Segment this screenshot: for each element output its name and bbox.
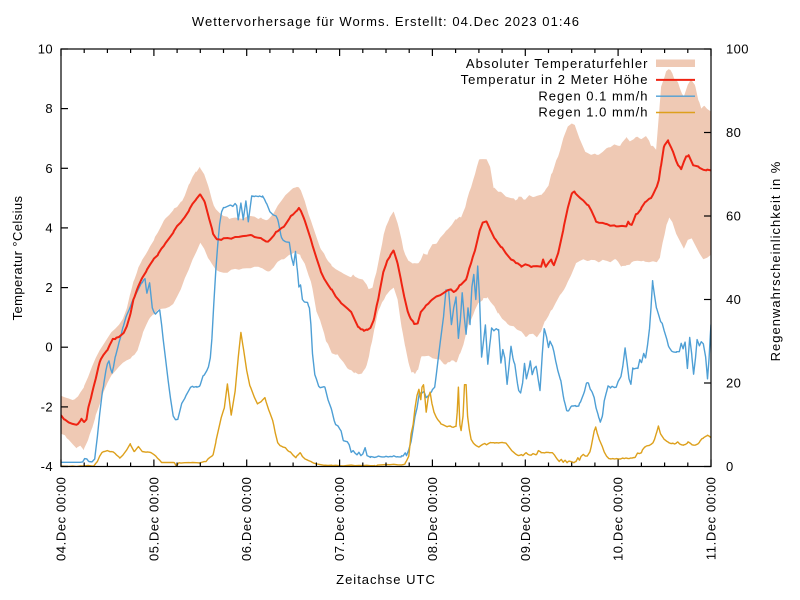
svg-text:09.Dec 00:00: 09.Dec 00:00 bbox=[518, 477, 533, 562]
svg-text:Regen 0.1 mm/h: Regen 0.1 mm/h bbox=[538, 88, 648, 103]
svg-text:20: 20 bbox=[726, 376, 741, 391]
svg-text:0: 0 bbox=[726, 459, 734, 474]
svg-text:08.Dec 00:00: 08.Dec 00:00 bbox=[425, 477, 440, 562]
svg-text:Zeitachse UTC: Zeitachse UTC bbox=[336, 572, 436, 587]
svg-text:40: 40 bbox=[726, 292, 741, 307]
svg-text:04.Dec 00:00: 04.Dec 00:00 bbox=[54, 477, 69, 562]
svg-text:8: 8 bbox=[45, 101, 53, 116]
svg-text:Regenwahrscheinlichkeit in %: Regenwahrscheinlichkeit in % bbox=[768, 161, 783, 362]
svg-text:05.Dec 00:00: 05.Dec 00:00 bbox=[146, 477, 161, 562]
svg-text:06.Dec 00:00: 06.Dec 00:00 bbox=[239, 477, 254, 562]
svg-text:-4: -4 bbox=[41, 459, 53, 474]
svg-text:10: 10 bbox=[38, 42, 53, 57]
svg-text:4: 4 bbox=[45, 220, 53, 235]
svg-text:2: 2 bbox=[45, 280, 53, 295]
svg-text:11.Dec 00:00: 11.Dec 00:00 bbox=[704, 477, 719, 561]
svg-text:Temperatur in 2 Meter Höhe: Temperatur in 2 Meter Höhe bbox=[461, 72, 649, 87]
svg-text:07.Dec 00:00: 07.Dec 00:00 bbox=[332, 477, 347, 562]
svg-text:-2: -2 bbox=[41, 399, 53, 414]
svg-text:Absoluter Temperaturfehler: Absoluter Temperaturfehler bbox=[466, 56, 649, 71]
svg-text:Temperatur °Celsius: Temperatur °Celsius bbox=[10, 196, 25, 321]
svg-text:60: 60 bbox=[726, 209, 741, 224]
svg-text:80: 80 bbox=[726, 125, 741, 140]
svg-text:Wettervorhersage für Worms. Er: Wettervorhersage für Worms. Erstellt: 04… bbox=[192, 14, 580, 29]
svg-text:6: 6 bbox=[45, 161, 53, 176]
svg-text:100: 100 bbox=[726, 42, 749, 57]
svg-text:0: 0 bbox=[45, 340, 53, 355]
svg-text:Regen 1.0 mm/h: Regen 1.0 mm/h bbox=[538, 105, 648, 120]
svg-text:10.Dec 00:00: 10.Dec 00:00 bbox=[611, 477, 626, 562]
